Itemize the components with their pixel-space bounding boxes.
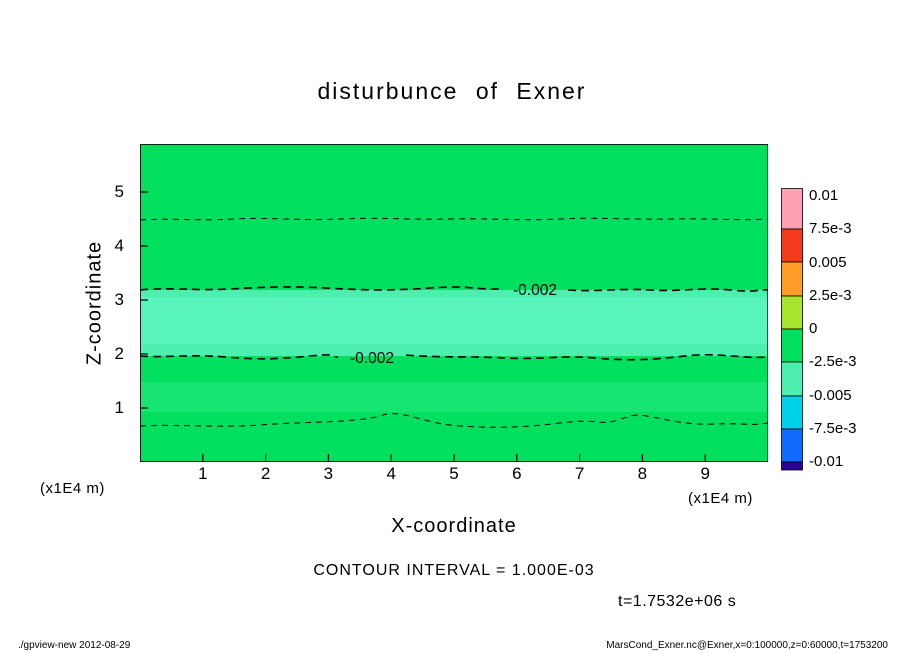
- contour-line-z0p7: [140, 413, 768, 428]
- x-axis-unit: (x1E4 m): [688, 490, 753, 507]
- x-tick-7: 7: [574, 464, 585, 483]
- contour-label-lower: -0.002: [350, 350, 394, 367]
- contour-lines: [140, 217, 768, 428]
- x-tick-1: 1: [198, 464, 208, 483]
- contour-line-z4p5: [140, 217, 768, 221]
- x-tick-3: 3: [323, 464, 334, 483]
- z-tick-3: 3: [114, 290, 124, 309]
- colorbar-label-5: -2.5e-3: [809, 353, 857, 370]
- z-tick-2: 2: [114, 344, 124, 363]
- colorbar-cell-orange: [781, 261, 803, 297]
- time-annotation: t=1.7532e+06 s: [618, 593, 737, 610]
- colorbar-cells: [781, 188, 803, 471]
- footer-program-stamp: ./gpview-new 2012-08-29: [18, 640, 131, 651]
- tone-band-lower-faint: [140, 382, 768, 412]
- colorbar-label-7: -7.5e-3: [809, 420, 857, 437]
- contour-line-z2-left: [140, 354, 339, 360]
- colorbar-label-1: 7.5e-3: [809, 220, 852, 237]
- contour-label-upper: -0.002: [513, 282, 557, 299]
- colorbar-cell-cyan: [781, 395, 803, 430]
- contour-plot-canvas: -0.002 -0.002: [140, 144, 768, 462]
- x-axis-title: X-coordinate: [391, 515, 517, 537]
- x-tick-2: 2: [260, 464, 271, 483]
- z-tick-4: 4: [114, 236, 124, 255]
- contour-line-z2-right: [405, 353, 768, 361]
- colorbar-label-2: 0.005: [809, 253, 847, 271]
- z-axis-title: Z-coordinate: [83, 240, 106, 366]
- colorbar-label-4: 0: [809, 320, 818, 337]
- chart-title: disturbunce of Exner: [317, 78, 587, 104]
- contour-line-z3p2-left: [140, 286, 504, 291]
- colorbar-label-0: 0.01: [809, 187, 839, 204]
- colorbar-cell-red: [781, 228, 803, 263]
- contour-interval-note: CONTOUR INTERVAL = 1.000E-03: [313, 562, 595, 579]
- colorbar-cell-pink: [781, 188, 803, 230]
- footer-data-source: MarsCond_Exner.nc@Exner,x=0:100000,z=0:6…: [606, 640, 888, 651]
- colorbar-cell-green: [781, 328, 803, 363]
- colorbar-cell-navy: [781, 461, 803, 471]
- x-tick-6: 6: [512, 464, 522, 483]
- colorbar-label-6: -0.005: [809, 386, 852, 404]
- colorbar-cell-aqua: [781, 361, 803, 397]
- z-tick-5: 5: [114, 182, 124, 201]
- z-tick-1: 1: [114, 398, 124, 417]
- colorbar-cell-yellowgreen: [781, 295, 803, 330]
- colorbar-label-3: 2.5e-3: [809, 287, 852, 304]
- x-tick-5: 5: [449, 464, 459, 483]
- colorbar-cell-blue: [781, 428, 803, 463]
- colorbar-label-8: -0.01: [809, 453, 844, 470]
- x-tick-8: 8: [637, 464, 648, 483]
- x-tick-4: 4: [386, 464, 396, 483]
- z-axis-unit: (x1E4 m): [40, 480, 105, 497]
- tone-band-middle-inner: [140, 297, 768, 344]
- axis-tick-marks: [140, 191, 706, 462]
- x-tick-9: 9: [700, 464, 710, 483]
- colorbar: [781, 188, 803, 471]
- contour-line-z3p2-right: [567, 288, 768, 292]
